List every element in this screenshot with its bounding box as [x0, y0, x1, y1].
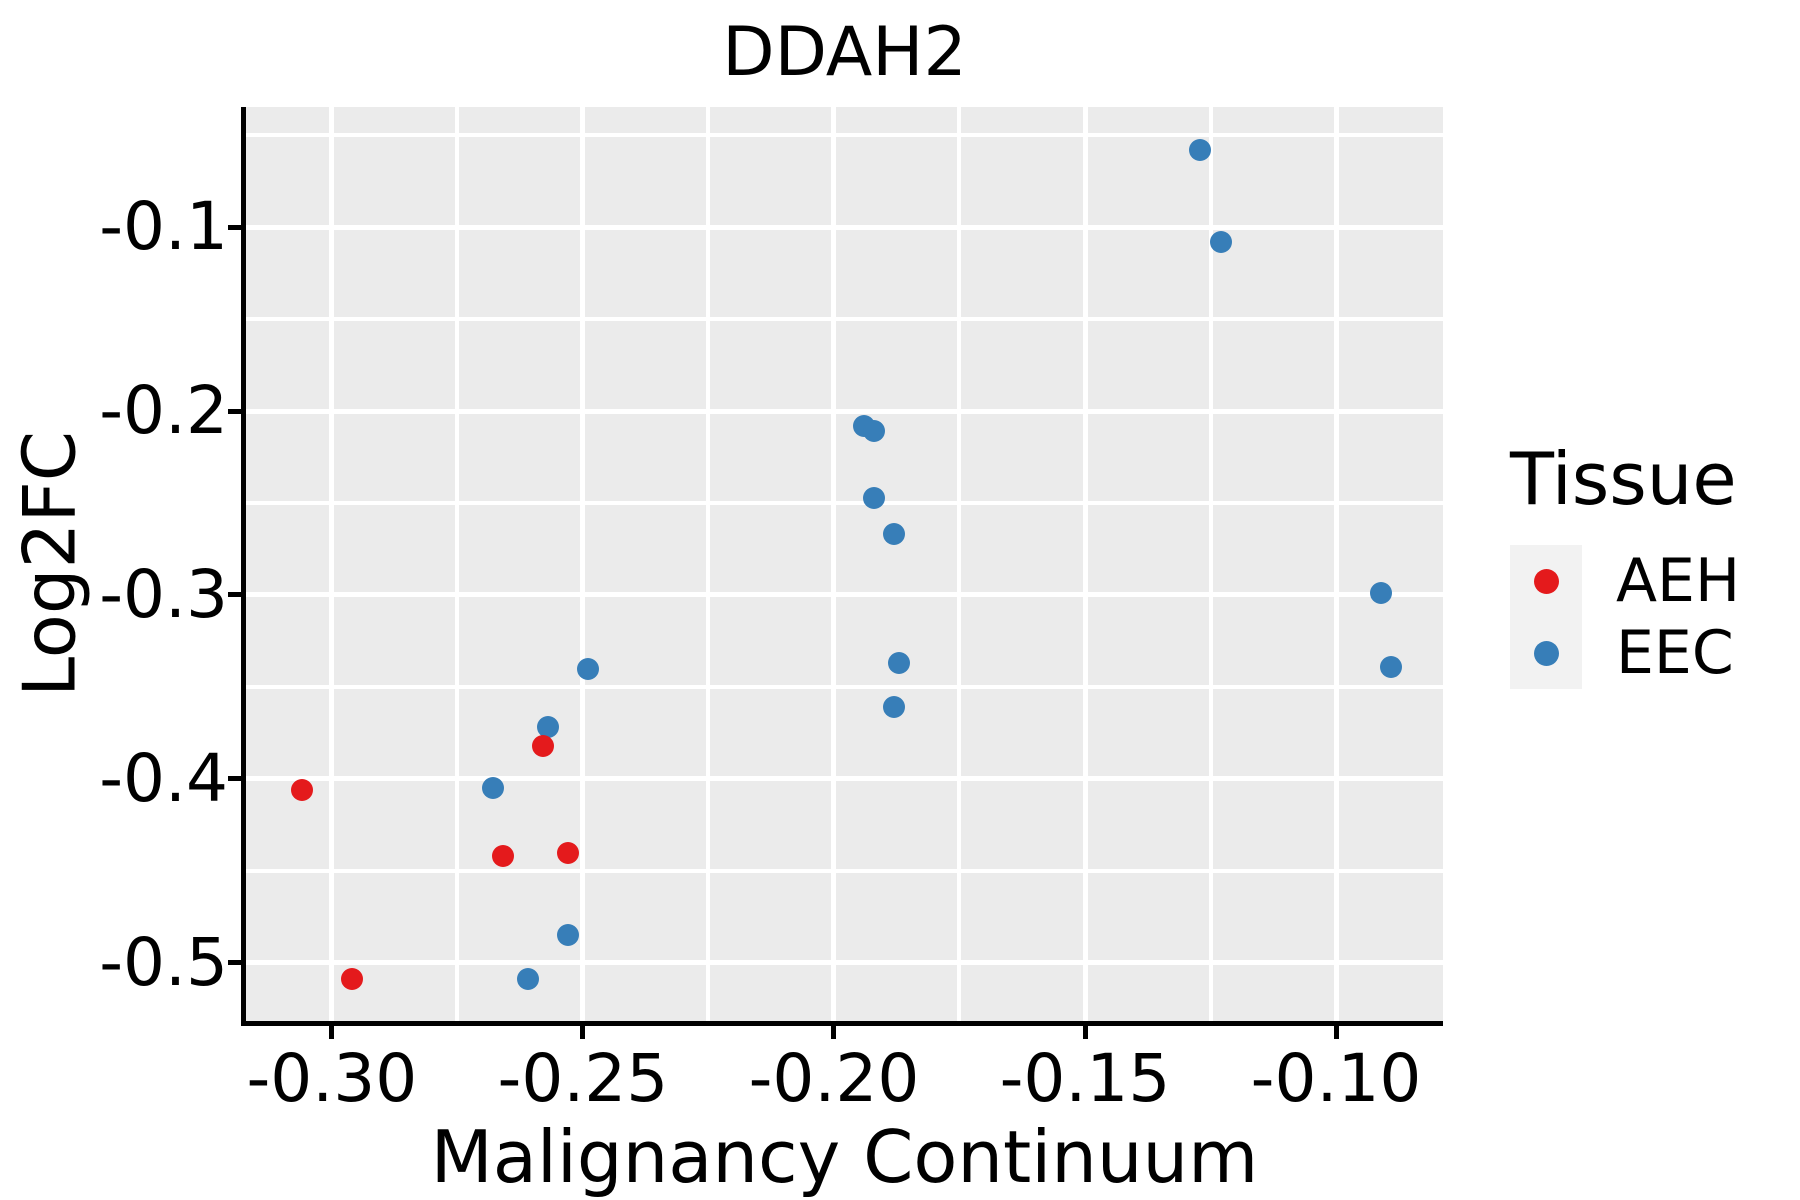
x-tick-label: -0.30 [246, 1040, 418, 1117]
y-tick-label: -0.3 [99, 555, 228, 633]
x-minor-gridline [1208, 107, 1213, 1021]
chart-title: DDAH2 [722, 13, 967, 92]
y-tick [228, 224, 241, 230]
y-major-gridline [246, 960, 1443, 966]
data-point [491, 845, 514, 868]
eec-marker-icon [1533, 640, 1559, 666]
x-tick [831, 1026, 837, 1039]
y-major-gridline [246, 224, 1443, 230]
y-minor-gridline [246, 501, 1443, 506]
data-point [1189, 138, 1212, 161]
data-point [481, 777, 504, 800]
y-axis-line [241, 107, 246, 1026]
x-minor-gridline [957, 107, 962, 1021]
y-major-gridline [246, 776, 1443, 782]
plot-panel [246, 107, 1443, 1021]
data-point [556, 924, 579, 947]
data-point [290, 778, 313, 801]
y-tick-label: -0.1 [99, 188, 228, 266]
x-tick-label: -0.10 [1250, 1040, 1422, 1117]
y-axis-label: Log2FC [7, 430, 92, 698]
data-point [516, 968, 539, 991]
data-point [1370, 582, 1393, 605]
y-tick [228, 592, 241, 598]
data-point [883, 523, 906, 546]
data-point [888, 652, 911, 675]
y-minor-gridline [246, 317, 1443, 322]
x-major-gridline [580, 107, 586, 1021]
y-tick-label: -0.5 [99, 923, 228, 1001]
legend-entry-eec: EEC [1510, 617, 1740, 690]
x-axis-label: Malignancy Continuum [430, 1115, 1259, 1199]
data-point [883, 696, 906, 719]
y-tick-label: -0.4 [99, 739, 228, 817]
legend-entry-aeh: AEH [1510, 545, 1741, 618]
x-tick-label: -0.25 [497, 1040, 669, 1117]
x-minor-gridline [455, 107, 460, 1021]
data-point [1209, 230, 1232, 253]
x-tick [1082, 1026, 1088, 1039]
legend-label-eec: EEC [1616, 618, 1734, 689]
x-tick [1333, 1026, 1339, 1039]
y-minor-gridline [246, 868, 1443, 873]
x-tick-label: -0.15 [999, 1040, 1171, 1117]
x-major-gridline [831, 107, 837, 1021]
y-tick [228, 408, 241, 414]
x-tick-label: -0.20 [748, 1040, 920, 1117]
aeh-marker-icon [1533, 568, 1559, 594]
y-minor-gridline [246, 684, 1443, 689]
y-major-gridline [246, 592, 1443, 598]
legend-title: Tissue [1510, 437, 1737, 521]
x-axis-line [241, 1021, 1443, 1026]
legend-key-aeh [1510, 545, 1582, 618]
data-point [1380, 655, 1403, 678]
data-point [536, 716, 559, 739]
x-major-gridline [329, 107, 335, 1021]
x-tick [329, 1026, 335, 1039]
y-tick-label: -0.2 [99, 372, 228, 450]
legend-key-eec [1510, 617, 1582, 690]
y-major-gridline [246, 408, 1443, 414]
y-tick [228, 776, 241, 782]
data-point [863, 420, 886, 443]
y-tick [228, 960, 241, 966]
x-major-gridline [1082, 107, 1088, 1021]
legend: Tissue AEH EEC [1510, 437, 1741, 690]
legend-label-aeh: AEH [1616, 546, 1741, 617]
data-point [863, 486, 886, 509]
x-tick [580, 1026, 586, 1039]
data-point [531, 734, 554, 757]
x-minor-gridline [706, 107, 711, 1021]
data-point [576, 657, 599, 680]
data-point [556, 841, 579, 864]
y-minor-gridline [246, 133, 1443, 138]
x-major-gridline [1333, 107, 1339, 1021]
data-point [340, 968, 363, 991]
